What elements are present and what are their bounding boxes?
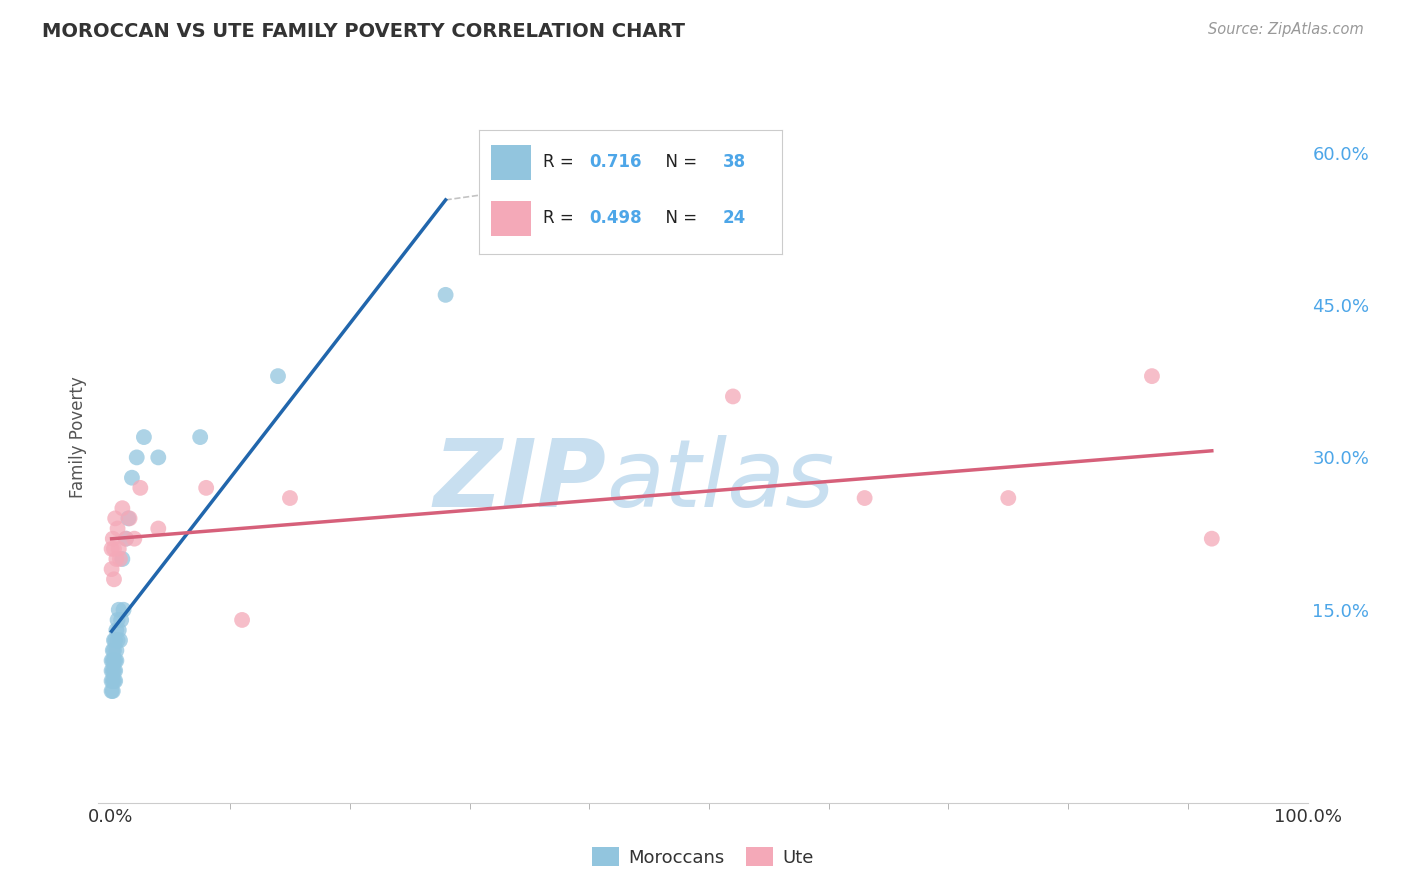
Text: MOROCCAN VS UTE FAMILY POVERTY CORRELATION CHART: MOROCCAN VS UTE FAMILY POVERTY CORRELATI… bbox=[42, 22, 685, 41]
Point bbox=[103, 664, 125, 678]
Point bbox=[104, 664, 127, 678]
Point bbox=[107, 521, 129, 535]
Point bbox=[101, 664, 124, 678]
Point bbox=[107, 541, 129, 556]
Point bbox=[121, 471, 143, 485]
Point bbox=[124, 532, 146, 546]
Point bbox=[103, 673, 125, 688]
Point bbox=[111, 552, 134, 566]
Point bbox=[721, 389, 744, 403]
Point bbox=[117, 511, 139, 525]
Point bbox=[111, 501, 134, 516]
Point bbox=[105, 552, 128, 566]
Point bbox=[115, 532, 138, 546]
Y-axis label: Family Poverty: Family Poverty bbox=[69, 376, 87, 498]
Point bbox=[434, 288, 457, 302]
Point bbox=[110, 613, 132, 627]
Point bbox=[112, 603, 135, 617]
Point bbox=[108, 633, 131, 648]
Point bbox=[278, 491, 301, 505]
Legend: Moroccans, Ute: Moroccans, Ute bbox=[585, 840, 821, 874]
Point bbox=[105, 654, 128, 668]
Point bbox=[100, 562, 122, 576]
Text: ZIP: ZIP bbox=[433, 435, 606, 527]
Point bbox=[107, 623, 129, 637]
Point bbox=[100, 664, 122, 678]
Point bbox=[148, 521, 170, 535]
Point bbox=[101, 643, 124, 657]
Point bbox=[107, 603, 129, 617]
Point bbox=[104, 633, 127, 648]
Point bbox=[107, 613, 129, 627]
Text: Source: ZipAtlas.com: Source: ZipAtlas.com bbox=[1208, 22, 1364, 37]
Point bbox=[231, 613, 253, 627]
Point bbox=[103, 633, 125, 648]
Point bbox=[103, 643, 125, 657]
Point bbox=[100, 684, 122, 698]
Point bbox=[104, 654, 127, 668]
Point bbox=[101, 673, 124, 688]
Text: atlas: atlas bbox=[606, 435, 835, 526]
Point bbox=[853, 491, 876, 505]
Point bbox=[118, 511, 141, 525]
Point bbox=[115, 532, 138, 546]
Point bbox=[148, 450, 170, 465]
Point bbox=[105, 643, 128, 657]
Point bbox=[100, 673, 122, 688]
Point bbox=[188, 430, 211, 444]
Point bbox=[103, 654, 125, 668]
Point bbox=[104, 511, 127, 525]
Point bbox=[132, 430, 155, 444]
Point bbox=[997, 491, 1019, 505]
Point bbox=[267, 369, 290, 384]
Point bbox=[104, 673, 127, 688]
Point bbox=[101, 654, 124, 668]
Point bbox=[107, 633, 129, 648]
Point bbox=[1201, 532, 1223, 546]
Point bbox=[100, 654, 122, 668]
Point bbox=[1140, 369, 1163, 384]
Point bbox=[101, 684, 124, 698]
Point bbox=[103, 541, 125, 556]
Point bbox=[195, 481, 218, 495]
Point bbox=[103, 572, 125, 586]
Point bbox=[105, 623, 128, 637]
Point bbox=[101, 532, 124, 546]
Point bbox=[108, 552, 131, 566]
Point bbox=[129, 481, 152, 495]
Point bbox=[100, 541, 122, 556]
Point bbox=[125, 450, 148, 465]
